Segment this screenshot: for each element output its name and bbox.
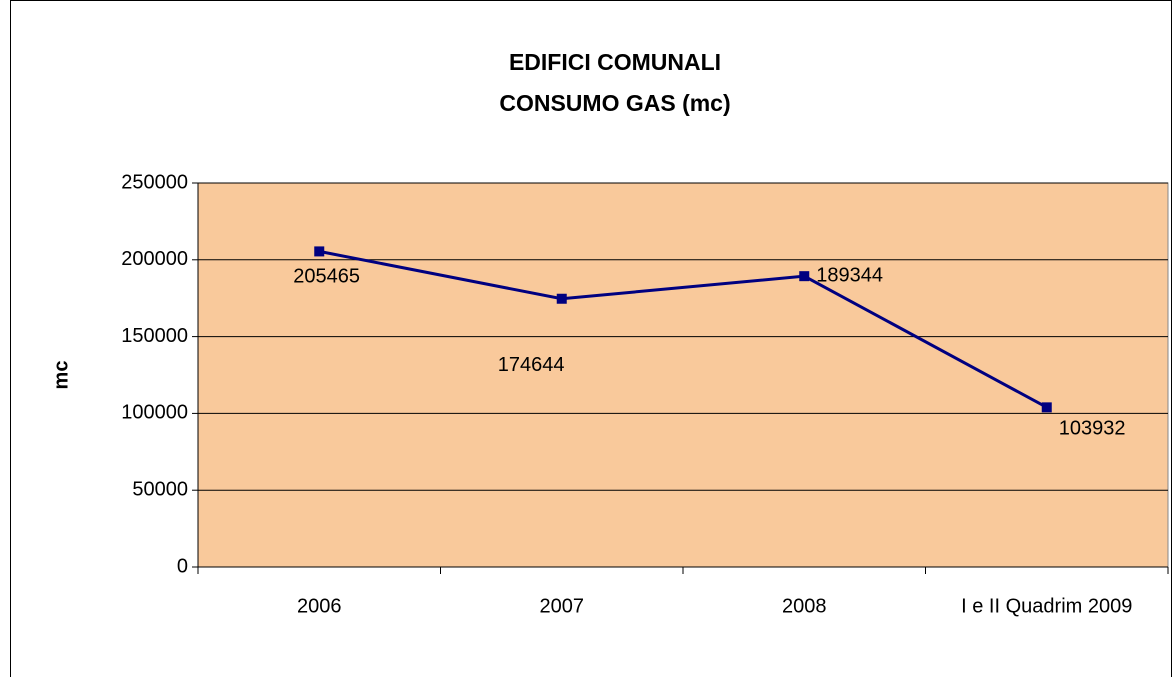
line: [318, 249, 1048, 409]
y-tick-label: 200000: [121, 248, 188, 270]
marker: [799, 271, 810, 282]
x-tick-label: I e II Quadrim 2009: [961, 595, 1132, 617]
y-tick-label: 150000: [121, 325, 188, 347]
data-label: 103932: [1059, 418, 1126, 440]
y-tick-label: 100000: [121, 402, 188, 424]
data-label: 205465: [293, 266, 360, 288]
marker: [1041, 402, 1052, 413]
x-tick-label: 2006: [297, 595, 342, 617]
x-tick-label: 2008: [782, 595, 827, 617]
plot-area: [197, 182, 1169, 568]
marker: [556, 293, 567, 304]
y-tick-label: 50000: [132, 478, 188, 500]
data-label: 189344: [816, 264, 883, 286]
chart-title: CONSUMO GAS (mc): [499, 90, 730, 116]
x-tick-label: 2007: [540, 595, 585, 617]
marker: [314, 246, 325, 257]
data-label: 174644: [498, 354, 565, 376]
y-tick-label: 0: [177, 555, 188, 577]
chart-title: EDIFICI COMUNALI: [509, 49, 721, 75]
y-tick-label: 250000: [121, 171, 188, 193]
y-axis-label: mc: [50, 361, 72, 390]
